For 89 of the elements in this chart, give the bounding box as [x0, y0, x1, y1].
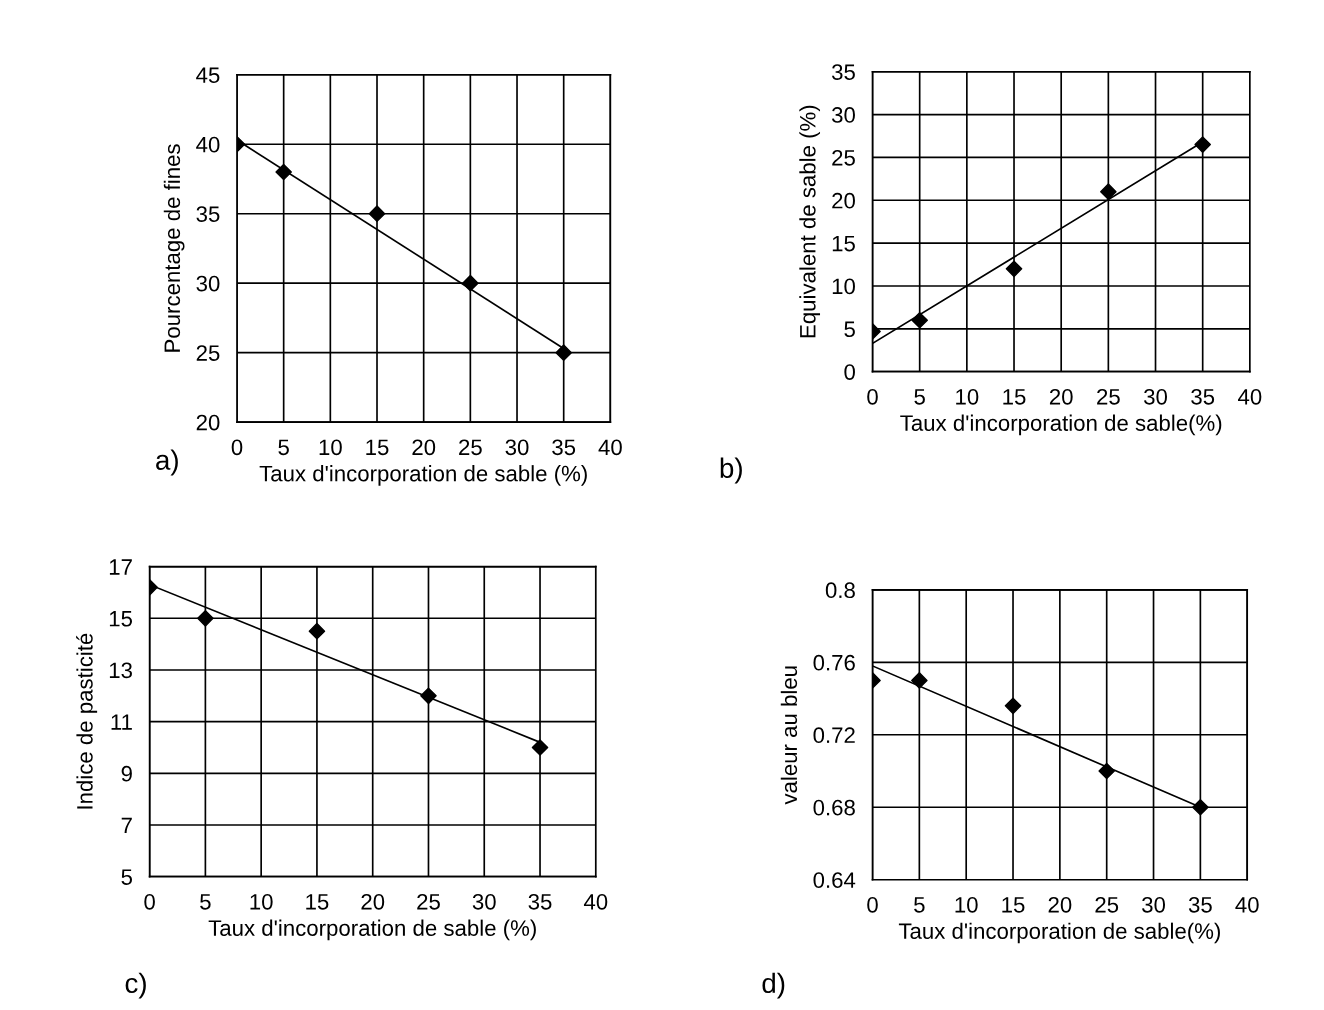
y-tick-label: 0.68: [813, 799, 855, 816]
point: [555, 344, 572, 361]
point: [1192, 798, 1209, 816]
text: a): [156, 449, 178, 476]
point: [1194, 136, 1211, 153]
x-tick-label: 10: [955, 896, 978, 913]
x-tick-label: 10: [319, 439, 342, 456]
x-tick-label: 40: [1238, 388, 1262, 405]
x-axis-title: Taux d'incorporation de sable (%): [259, 465, 587, 486]
x-tick-label: 30: [472, 893, 496, 910]
point: [1005, 260, 1023, 278]
x-axis-title: Taux d'incorporation de sable (%): [208, 919, 536, 941]
x-tick-label: 20: [1049, 388, 1073, 405]
y-tick-label: 9: [121, 765, 132, 782]
x-tick-label: 15: [306, 894, 329, 910]
text: c): [125, 972, 146, 999]
x-tick-label: 25: [1097, 388, 1120, 405]
y-tick-label: 35: [196, 206, 220, 222]
point: [197, 609, 214, 627]
y-tick-label: 30: [196, 275, 220, 292]
y-tick-label: 11: [111, 714, 132, 730]
y-tick-label: 17: [109, 559, 132, 575]
x-tick-label: 15: [1002, 897, 1025, 913]
x-tick-label: 20: [1048, 896, 1072, 913]
x-tick-label: 15: [366, 439, 389, 456]
x-tick-label: 35: [552, 439, 576, 456]
y-tick-label: 20: [196, 414, 220, 431]
x-tick-label: 30: [505, 439, 529, 456]
y-tick-label: 25: [832, 149, 855, 166]
y-tick-label: 30: [831, 107, 855, 123]
x-axis-title: Taux d'incorporation de sable(%): [898, 922, 1220, 944]
x-tick-label: 5: [914, 389, 925, 405]
y-tick-label: 7: [121, 817, 132, 834]
x-tick-label: 5: [914, 897, 925, 913]
point: [462, 274, 479, 292]
text: d): [762, 972, 785, 999]
x-tick-label: 20: [412, 439, 436, 456]
y-tick-label: 0: [844, 364, 855, 380]
point: [308, 622, 326, 640]
y-tick-label: 0.72: [813, 727, 855, 744]
point: [531, 739, 549, 756]
x-tick-label: 30: [1142, 896, 1166, 913]
x-tick-label: 30: [1144, 388, 1168, 405]
point: [1100, 183, 1117, 201]
x-tick-label: 10: [956, 388, 979, 405]
x-tick-label: 40: [1235, 896, 1259, 913]
x-tick-label: 10: [250, 893, 273, 910]
x-tick-label: 25: [1095, 896, 1119, 913]
y-axis-title: Pourcentage de fines: [163, 144, 185, 352]
point: [911, 311, 928, 329]
y-tick-label: 15: [109, 611, 133, 627]
y-tick-label: 20: [832, 192, 855, 209]
x-tick-label: 15: [1003, 389, 1026, 405]
x-tick-label: 0: [867, 388, 878, 405]
text: b): [720, 457, 742, 484]
y-tick-label: 0.64: [813, 872, 856, 888]
x-tick-label: 35: [1191, 388, 1215, 405]
y-axis-title: Indice de pasticité: [76, 633, 98, 809]
x-tick-label: 0: [231, 439, 243, 456]
point: [1098, 762, 1116, 780]
point: [420, 687, 437, 705]
point: [368, 205, 386, 223]
point: [911, 672, 928, 689]
x-tick-label: 35: [1188, 896, 1212, 913]
y-axis-title: valeur au bleu: [780, 666, 798, 805]
y-tick-label: 40: [196, 136, 220, 153]
x-tick-label: 25: [417, 893, 440, 910]
x-tick-label: 35: [528, 893, 552, 910]
x-tick-label: 20: [361, 893, 385, 910]
y-tick-label: 25: [196, 345, 220, 361]
y-tick-label: 5: [121, 869, 133, 885]
y-tick-label: 13: [109, 662, 132, 679]
x-tick-label: 40: [598, 439, 622, 456]
y-tick-label: 5: [844, 321, 855, 338]
y-tick-label: 45: [196, 67, 220, 84]
x-tick-label: 0: [144, 893, 155, 910]
x-tick-label: 0: [867, 896, 878, 913]
point: [1004, 697, 1022, 715]
y-tick-label: 35: [831, 64, 855, 80]
y-axis-title: Equivalent de sable (%): [799, 105, 821, 338]
y-tick-label: 10: [832, 278, 855, 295]
x-axis-title: Taux d'incorporation de sable(%): [900, 414, 1222, 436]
x-tick-label: 5: [278, 439, 289, 456]
y-tick-label: 15: [832, 235, 855, 252]
y-tick-label: 0.8: [825, 582, 855, 599]
x-tick-label: 25: [459, 439, 482, 456]
y-tick-label: 0.76: [813, 654, 855, 671]
point: [275, 163, 292, 181]
x-tick-label: 40: [583, 893, 608, 910]
